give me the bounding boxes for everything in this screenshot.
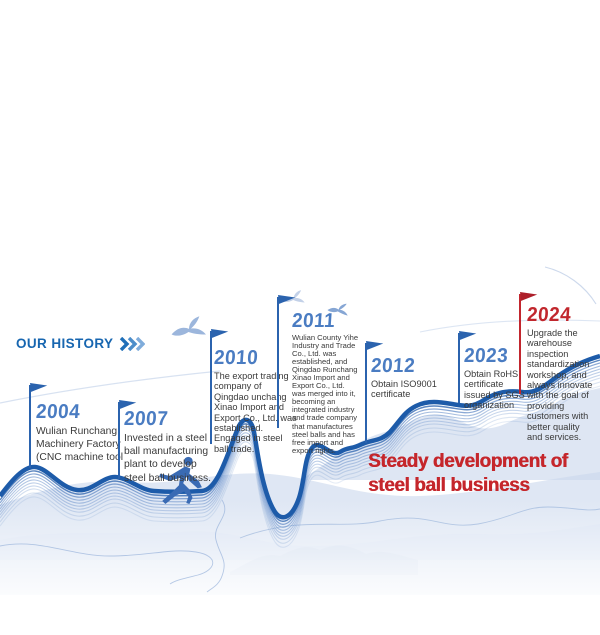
flag-icon: [119, 400, 137, 409]
flag-icon: [366, 341, 384, 350]
flag-pole: [365, 343, 367, 443]
milestone-description: Wulian Runchang Machinery Factory (CNC m…: [36, 426, 123, 464]
flag-icon: [211, 329, 229, 338]
triple-chevron-right-icon: [120, 336, 146, 351]
flag-pole: [277, 297, 279, 428]
section-title-label: OUR HISTORY: [16, 336, 114, 351]
milestone-year: 2011: [291, 310, 336, 332]
milestone-year: 2012: [370, 355, 416, 377]
flag-icon: [520, 292, 538, 301]
milestone-description: The export trading company of Qingdao un…: [214, 371, 297, 454]
milestone-year: 2024: [526, 304, 572, 326]
milestone-description: Obtain ISO9001 certificate: [371, 379, 437, 400]
milestone-description: Invested in a steel ball manufacturing p…: [124, 433, 212, 484]
flag-pole: [519, 294, 521, 394]
flag-pole: [210, 331, 212, 444]
section-title: OUR HISTORY: [16, 336, 146, 351]
flag-pole: [118, 402, 120, 479]
milestone-year: 2004: [35, 401, 81, 423]
dove-icon: [327, 303, 348, 316]
slogan-line-1: Steady development of: [368, 451, 568, 472]
flag-icon: [30, 383, 48, 392]
dove-icon: [171, 316, 206, 336]
milestone-2004: 2004 Wulian Runchang Machinery Factory (…: [29, 383, 128, 468]
milestone-year: 2023: [463, 345, 509, 367]
milestone-description: Wulian County Yihe Industry and Trade Co…: [292, 333, 359, 455]
flag-icon: [459, 331, 477, 340]
slogan: Steady development of steel ball busines…: [368, 450, 568, 498]
milestone-description: Upgrade the warehouse inspection standar…: [527, 328, 593, 442]
milestone-description: Obtain RoHS certificate issued by SGS or…: [464, 369, 525, 411]
slogan-line-2: steel ball business: [368, 474, 530, 496]
milestone-2012: 2012 Obtain ISO9001 certificate: [365, 341, 453, 443]
flag-pole: [29, 385, 31, 468]
milestone-2007: 2007 Invested in a steel ball manufactur…: [118, 400, 212, 485]
runner-icon: [159, 456, 202, 504]
milestone-2011: 2011 Wulian County Yihe Industry and Tra…: [277, 295, 360, 455]
flag-pole: [458, 333, 460, 403]
milestone-2023: 2023 Obtain RoHS certificate issued by S…: [458, 331, 526, 411]
milestone-year: 2007: [123, 408, 169, 430]
milestone-2010: 2010 The export trading company of Qingd…: [210, 329, 298, 454]
flag-icon: [278, 295, 296, 304]
milestone-2024: 2024 Upgrade the warehouse inspection st…: [519, 292, 597, 442]
